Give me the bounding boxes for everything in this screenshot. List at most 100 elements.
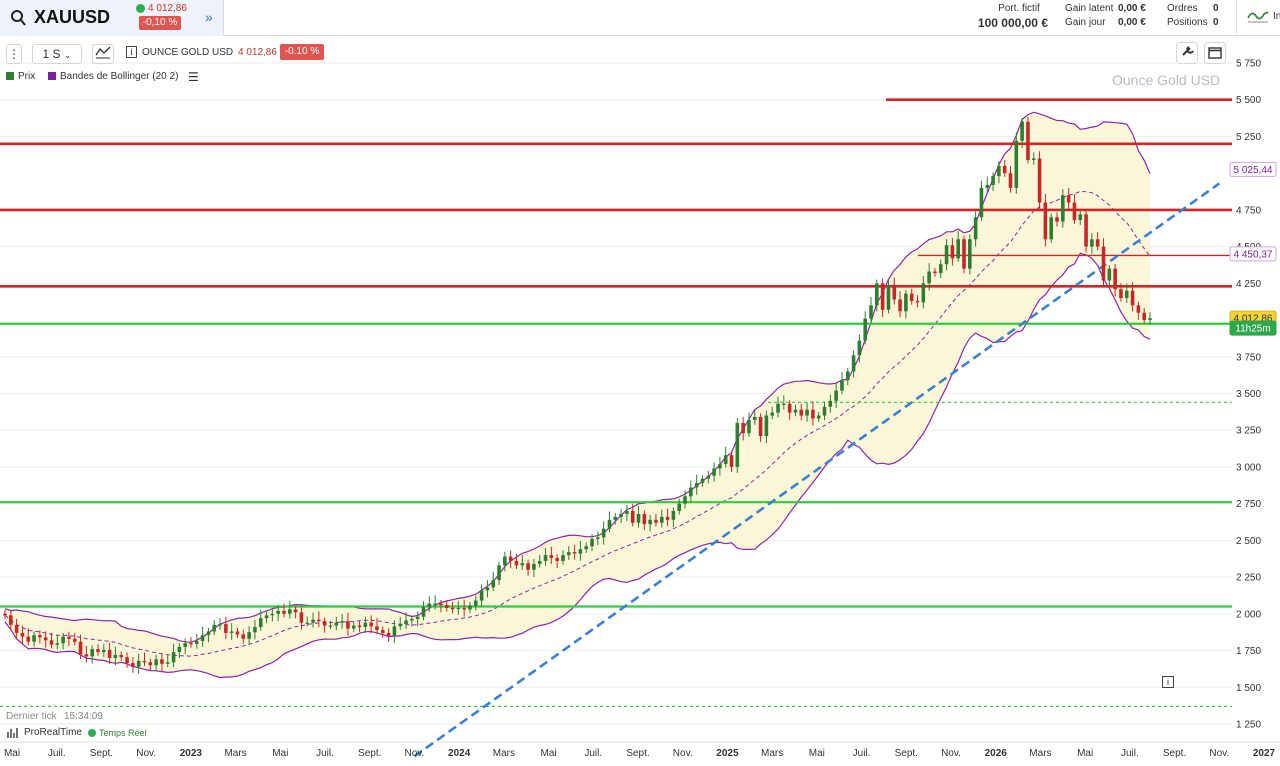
candle-body bbox=[776, 403, 780, 413]
candle-body bbox=[1148, 318, 1152, 321]
candle-body bbox=[473, 600, 478, 606]
legend-bollinger[interactable]: Bandes de Bollinger (20 2) bbox=[48, 70, 178, 86]
drag-handle[interactable]: ⋮ bbox=[6, 44, 22, 64]
x-tick-label: Sept. bbox=[90, 748, 113, 759]
price-chart[interactable]: 1 250 1 500 1 750 2 000 2 250 2 500 2 750 3 000… bbox=[0, 36, 1280, 766]
x-tick-label: 2023 bbox=[180, 748, 203, 759]
x-tick-label: 2027 bbox=[1253, 748, 1276, 759]
candle-body bbox=[241, 634, 246, 639]
candle-body bbox=[392, 626, 397, 636]
candle-body bbox=[543, 555, 548, 561]
instrument-change-badge: -0.10 % bbox=[280, 44, 324, 60]
candle-body bbox=[689, 487, 693, 497]
candle-body bbox=[253, 627, 257, 633]
chart-info-icon[interactable]: i bbox=[1162, 676, 1174, 688]
candle-body bbox=[659, 516, 664, 523]
candle-body bbox=[718, 464, 722, 469]
candle-body bbox=[619, 513, 623, 517]
candle-body bbox=[258, 618, 263, 628]
top-bar: XAUUSD 4 012,86 -0,10 % » Port. fictif 1… bbox=[0, 0, 1280, 36]
candle-body bbox=[857, 340, 862, 356]
y-tick-label: 2 250 bbox=[1236, 573, 1261, 584]
y-tick-label: 1 500 bbox=[1236, 683, 1261, 694]
candle-body bbox=[444, 605, 449, 608]
candle-body bbox=[532, 563, 536, 570]
search-icon[interactable] bbox=[10, 9, 26, 27]
trendline bbox=[413, 182, 1221, 758]
y-tick-label: 3 250 bbox=[1236, 426, 1261, 437]
candle-body bbox=[148, 662, 153, 666]
candle-body bbox=[113, 654, 118, 658]
chart-type-button[interactable] bbox=[92, 44, 114, 64]
candle-body bbox=[1101, 246, 1106, 281]
y-tick-label: 2 500 bbox=[1236, 536, 1261, 547]
candle-body bbox=[398, 624, 403, 627]
double-chevron-right-icon[interactable]: » bbox=[205, 9, 213, 25]
candle-body bbox=[299, 612, 304, 623]
portfolio-label: Port. fictif bbox=[998, 3, 1040, 14]
candle-body bbox=[979, 187, 984, 218]
candle-body bbox=[642, 513, 647, 525]
x-tick-label: Nov. bbox=[941, 748, 961, 759]
candle-body bbox=[415, 616, 420, 619]
symbol-name[interactable]: XAUUSD bbox=[34, 7, 111, 27]
candle-body bbox=[514, 560, 519, 566]
legend-price-label: Prix bbox=[18, 71, 36, 82]
legend-bollinger-swatch bbox=[48, 72, 56, 80]
positions-label[interactable]: Positions bbox=[1167, 17, 1208, 28]
candle-body bbox=[561, 555, 565, 561]
gain-latent-label: Gain latent bbox=[1065, 3, 1114, 14]
candle-body bbox=[915, 300, 920, 303]
candle-body bbox=[968, 239, 972, 269]
candle-body bbox=[1084, 214, 1088, 247]
candle-body bbox=[1119, 289, 1123, 299]
candle-body bbox=[613, 516, 618, 520]
candle-body bbox=[1113, 268, 1117, 290]
indicators-button[interactable]: In bbox=[1236, 0, 1280, 36]
candle-body bbox=[317, 619, 321, 622]
candle-body bbox=[20, 632, 25, 637]
instrument-price: 4 012,86 bbox=[238, 47, 277, 58]
x-tick-label: Mars bbox=[761, 748, 783, 759]
legend-price[interactable]: Prix bbox=[6, 70, 35, 86]
candle-body bbox=[898, 299, 902, 312]
bollinger-lower-line bbox=[4, 252, 1151, 679]
last-tick-label: Dernier tick bbox=[6, 711, 57, 722]
x-tick-label: Sept. bbox=[895, 748, 918, 759]
candle-body bbox=[1107, 268, 1112, 281]
candle-body bbox=[1130, 290, 1135, 306]
candle-body bbox=[752, 417, 757, 420]
wrench-button[interactable] bbox=[1176, 42, 1198, 64]
candle-body bbox=[1020, 121, 1024, 141]
chart-area[interactable]: 1 250 1 500 1 750 2 000 2 250 2 500 2 750 3 000… bbox=[0, 36, 1280, 766]
legend-menu-icon[interactable]: ☰ bbox=[188, 70, 199, 84]
timeframe-select[interactable]: 1 S ⌄ bbox=[32, 44, 82, 64]
candle-body bbox=[96, 649, 100, 653]
y-tick-label: 5 250 bbox=[1236, 132, 1261, 143]
candle-body bbox=[1008, 173, 1013, 188]
candle-body bbox=[26, 636, 31, 642]
candle-body bbox=[1124, 290, 1129, 299]
info-icon[interactable]: i bbox=[126, 46, 137, 58]
candle-body bbox=[933, 271, 937, 274]
candle-body bbox=[735, 422, 740, 467]
y-tick-label: 3 000 bbox=[1236, 462, 1261, 473]
x-tick-label: Juil. bbox=[1121, 748, 1139, 759]
candle-body bbox=[892, 284, 897, 300]
wave-chart-icon bbox=[1247, 11, 1269, 23]
candle-body bbox=[747, 419, 751, 434]
orders-label[interactable]: Ordres bbox=[1167, 3, 1198, 14]
candle-body bbox=[799, 409, 804, 416]
candle-body bbox=[14, 624, 19, 633]
candle-body bbox=[1055, 217, 1059, 222]
candle-body bbox=[729, 455, 734, 467]
x-tick-label: Juil. bbox=[48, 748, 66, 759]
x-tick-label: Nov. bbox=[405, 748, 425, 759]
y-tick-label: 1 250 bbox=[1236, 720, 1261, 731]
window-button[interactable] bbox=[1204, 42, 1226, 64]
symbol-box[interactable]: XAUUSD 4 012,86 -0,10 % » bbox=[0, 0, 224, 36]
x-tick-label: Mars bbox=[1029, 748, 1051, 759]
candle-body bbox=[43, 637, 48, 641]
legend-bollinger-label: Bandes de Bollinger (20 2) bbox=[60, 71, 179, 82]
candle-body bbox=[363, 622, 368, 628]
